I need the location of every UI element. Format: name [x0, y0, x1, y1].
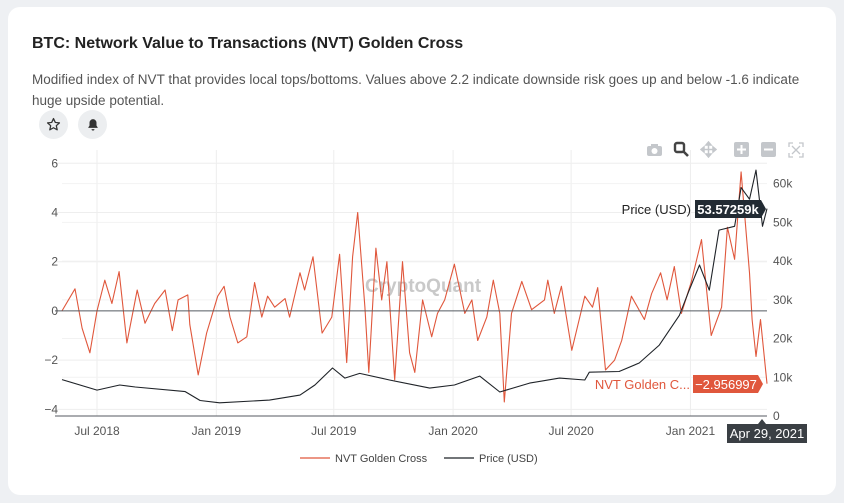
- chart-description: Modified index of NVT that provides loca…: [32, 72, 800, 108]
- chart-modebar: [646, 141, 804, 158]
- zoom-out-icon[interactable]: [760, 141, 777, 158]
- autoscale-icon[interactable]: [787, 141, 804, 158]
- bell-icon: [87, 118, 98, 131]
- alert-button[interactable]: [78, 110, 107, 139]
- camera-icon[interactable]: [646, 141, 663, 158]
- pan-icon[interactable]: [700, 141, 717, 158]
- chart-card: BTC: Network Value to Transactions (NVT)…: [8, 7, 836, 495]
- favorite-button[interactable]: [39, 110, 68, 139]
- zoom-in-icon[interactable]: [733, 141, 750, 158]
- zoom-icon[interactable]: [673, 141, 690, 158]
- star-icon: [46, 117, 61, 131]
- chart-title: BTC: Network Value to Transactions (NVT)…: [32, 35, 464, 52]
